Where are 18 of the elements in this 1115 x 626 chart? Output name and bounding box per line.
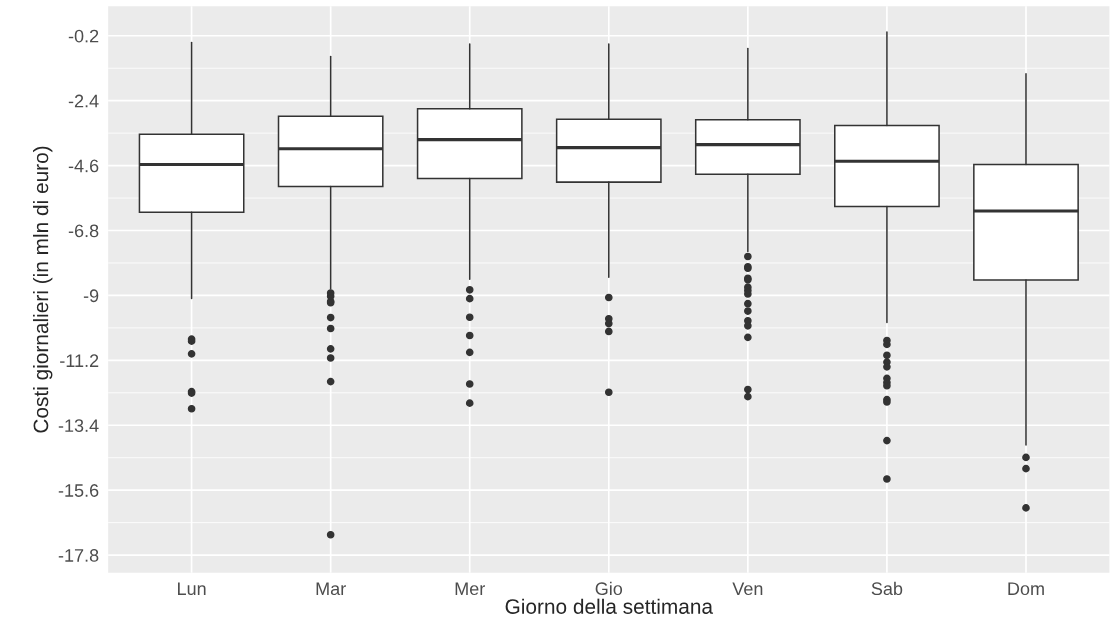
y-tick-label: -11.2 (60, 354, 99, 367)
y-tick-label: -0.2 (68, 29, 99, 43)
y-tick-label: -17.8 (58, 549, 99, 562)
x-tick-label: Lun (178, 582, 206, 596)
y-tick-label: -9 (83, 289, 99, 303)
x-axis-title: Giorno della settimana (505, 598, 714, 614)
x-tick-label: Dom (1008, 582, 1044, 596)
x-tick-label: Gio (595, 581, 623, 596)
y-tick-label: -2.4 (68, 94, 99, 108)
x-tick-label: Mar (316, 582, 346, 596)
x-tick-label: Ven (732, 582, 763, 596)
y-tick-label: -6.8 (68, 224, 99, 238)
x-tick-label: Mer (455, 582, 485, 596)
y-tick-label: -15.6 (58, 484, 99, 497)
y-axis-title: Costi giornalieri (in mln di euro) (33, 146, 53, 433)
y-tick-label: -13.4 (58, 419, 99, 432)
x-tick-label: Sab (871, 581, 903, 596)
y-tick-label: -4.6 (68, 159, 99, 173)
